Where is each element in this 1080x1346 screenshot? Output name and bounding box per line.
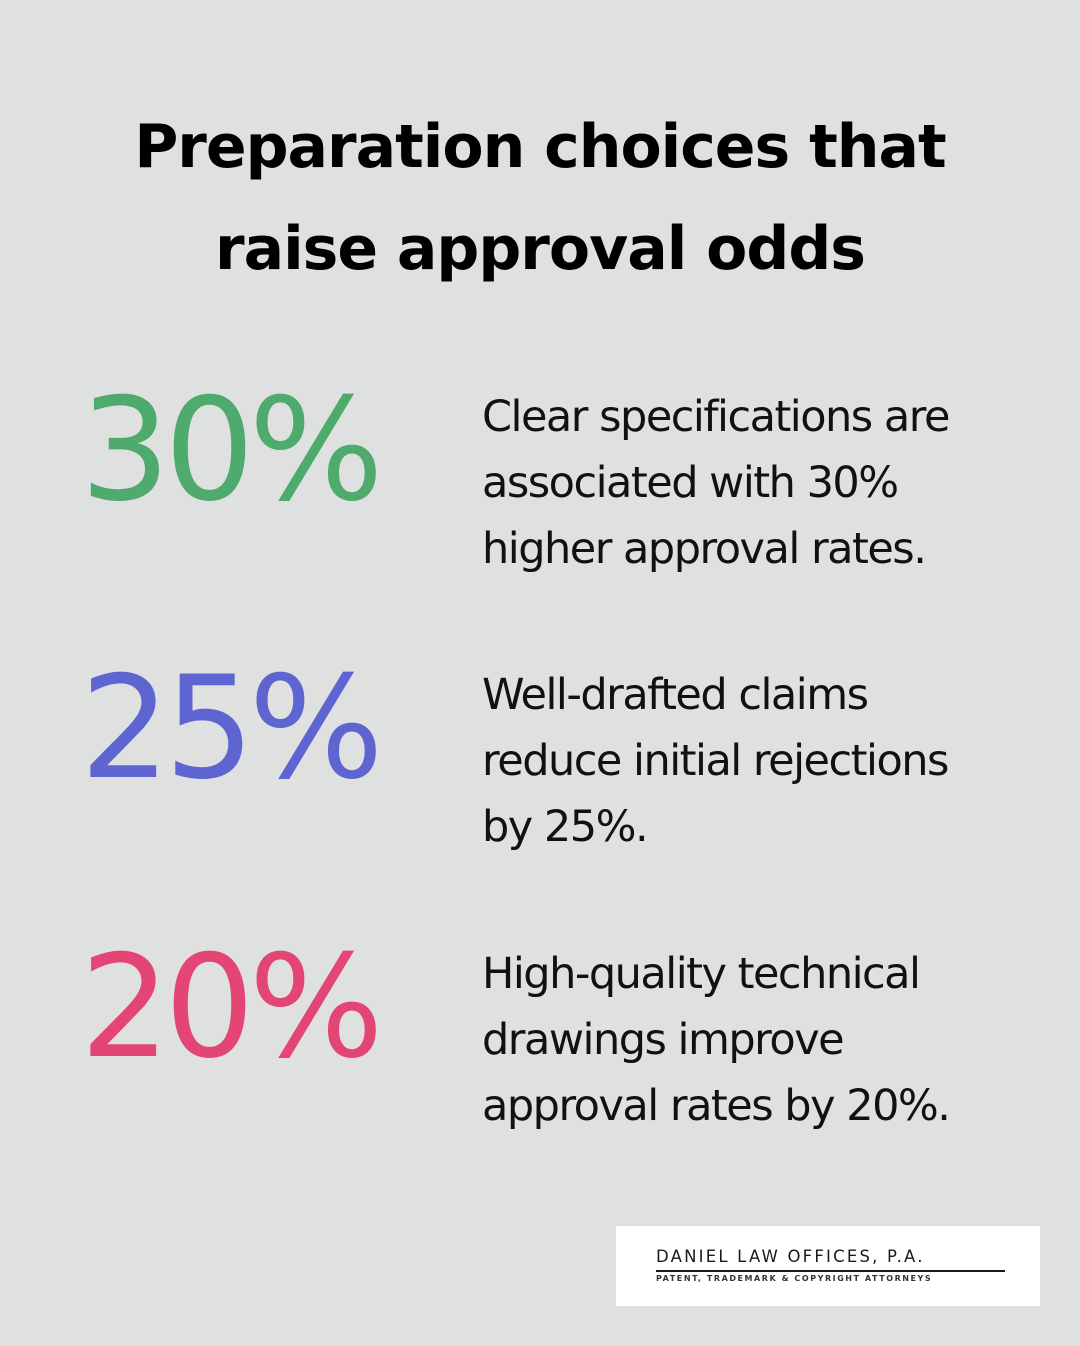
stat-item-specifications: 30% Clear specifications are associated … xyxy=(0,380,1080,580)
stat-description: Clear specifications are associated with… xyxy=(482,384,1062,582)
stat-description-line: Clear specifications are xyxy=(482,384,1062,450)
logo-name: DANIEL LAW OFFICES, P.A. xyxy=(656,1248,1004,1266)
stat-description-line: approval rates by 20%. xyxy=(482,1073,1062,1139)
stat-item-claims: 25% Well-drafted claims reduce initial r… xyxy=(0,658,1080,858)
company-logo: DANIEL LAW OFFICES, P.A. PATENT, TRADEMA… xyxy=(616,1226,1040,1306)
stat-description-line: Well-drafted claims xyxy=(482,662,1062,728)
stat-description-line: associated with 30% xyxy=(482,450,1062,516)
stat-description-line: drawings improve xyxy=(482,1007,1062,1073)
stat-item-drawings: 20% High-quality technical drawings impr… xyxy=(0,937,1080,1137)
stat-description-line: by 25%. xyxy=(482,794,1062,860)
stat-description-line: higher approval rates. xyxy=(482,516,1062,582)
title-line-1: Preparation choices that xyxy=(0,96,1080,198)
title-line-2: raise approval odds xyxy=(0,198,1080,300)
stat-description-line: High-quality technical xyxy=(482,941,1062,1007)
stat-value: 20% xyxy=(80,937,378,1079)
stat-value: 25% xyxy=(80,658,378,800)
stat-description: Well-drafted claims reduce initial rejec… xyxy=(482,662,1062,860)
logo-tagline: PATENT, TRADEMARK & COPYRIGHT ATTORNEYS xyxy=(656,1274,1006,1284)
page-title: Preparation choices that raise approval … xyxy=(0,96,1080,300)
stat-description: High-quality technical drawings improve … xyxy=(482,941,1062,1139)
logo-divider xyxy=(656,1270,1005,1272)
stat-value: 30% xyxy=(80,380,378,522)
stat-description-line: reduce initial rejections xyxy=(482,728,1062,794)
